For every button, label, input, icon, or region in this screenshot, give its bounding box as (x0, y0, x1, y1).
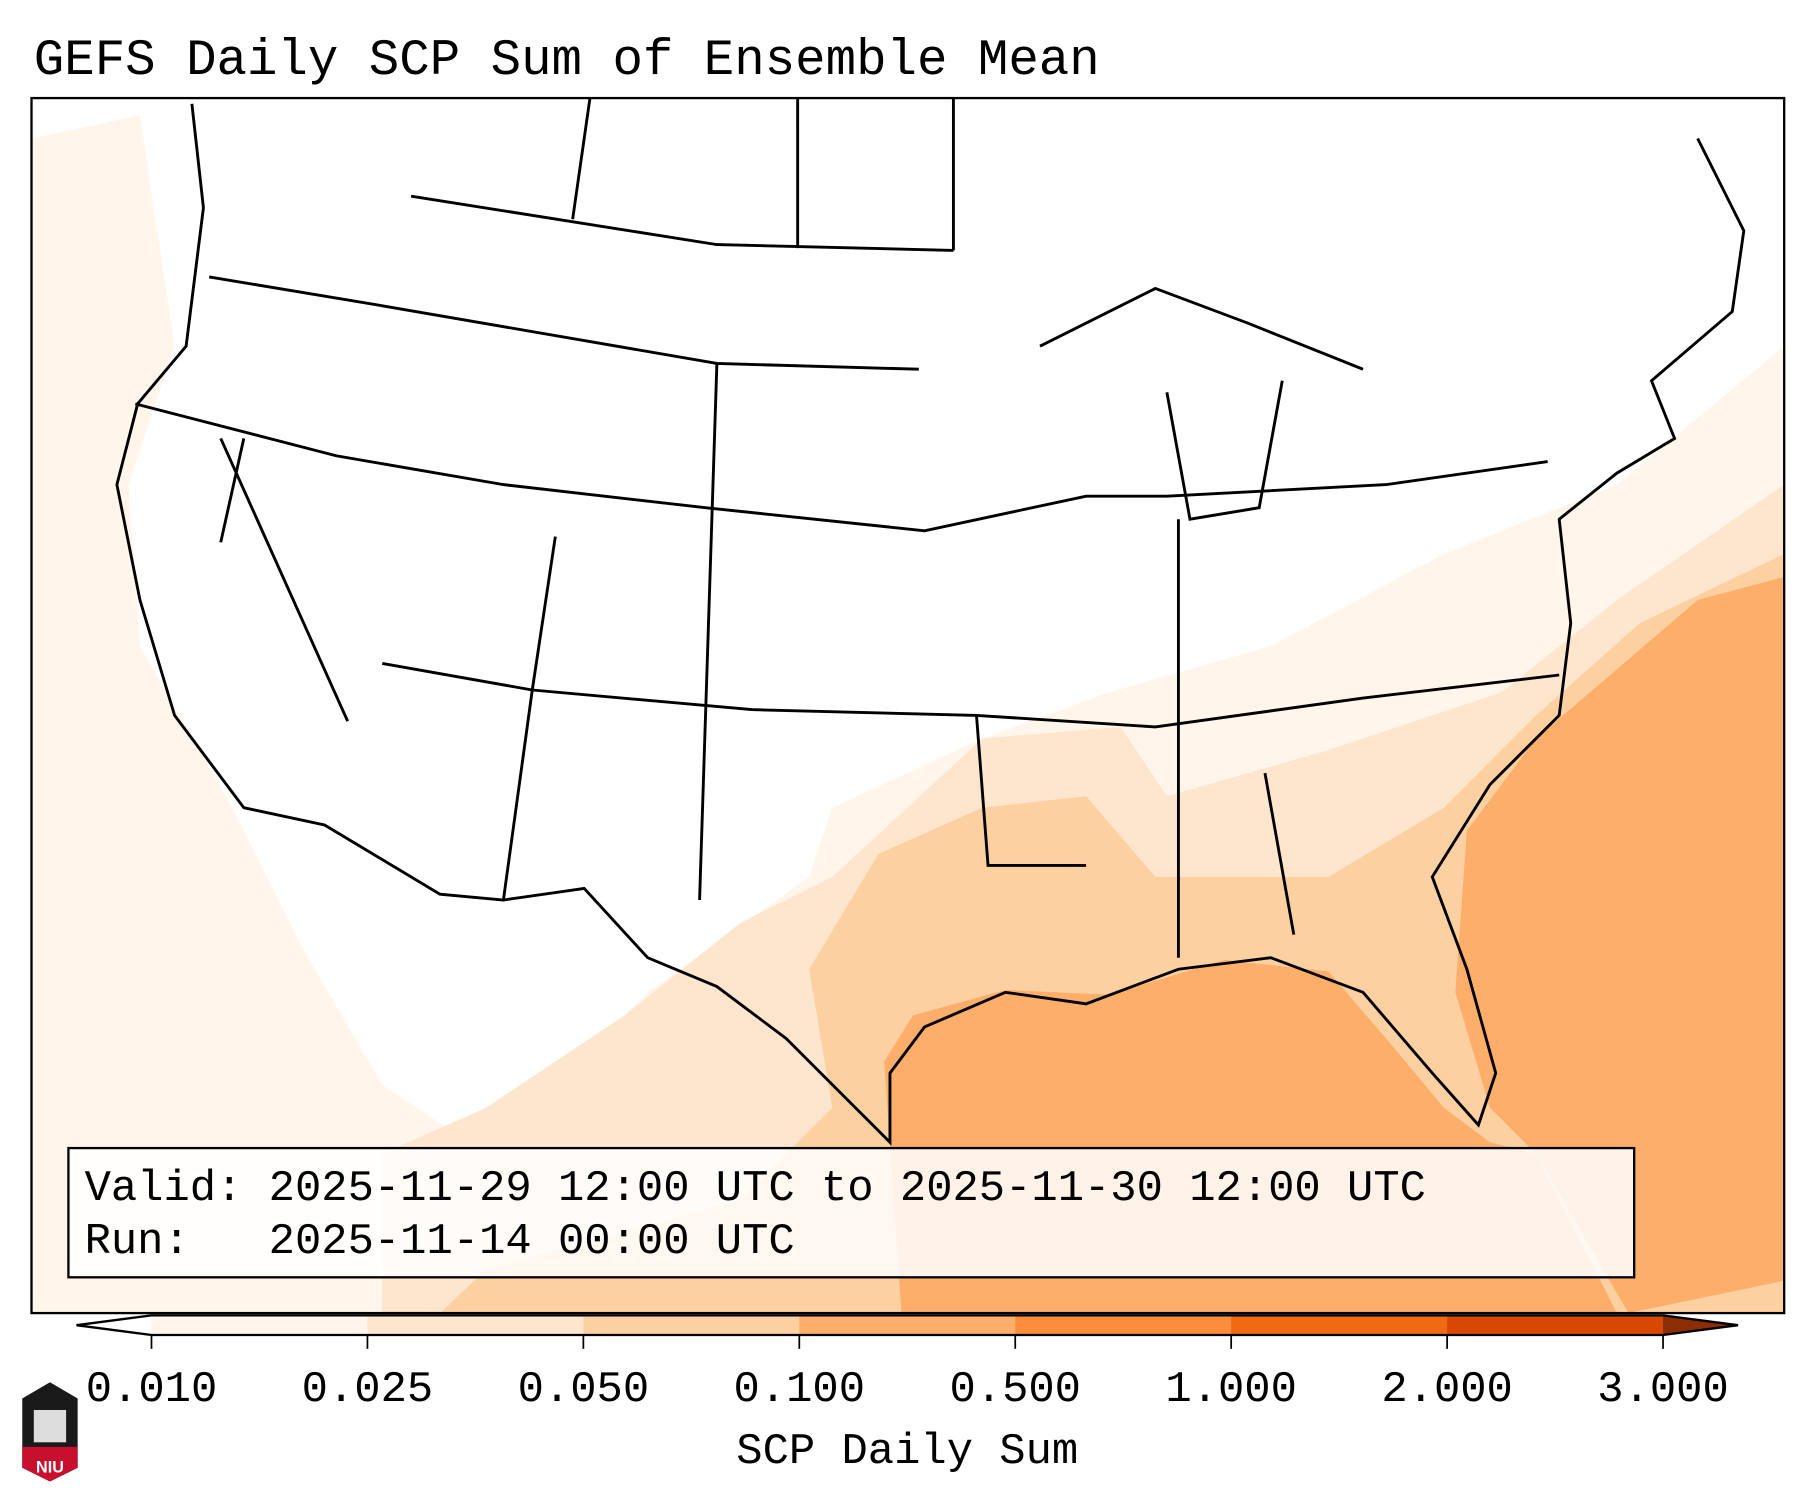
scp-area-atlantic (1455, 576, 1785, 1314)
state-boundaries (115, 98, 1746, 1146)
logo-shield-red (22, 1446, 78, 1482)
colorbar-tick-label: 2.000 (1381, 1366, 1513, 1415)
map-panel: Valid: 2025-11-29 12:00 UTC to 2025-11-3… (30, 96, 1786, 1315)
logo-text: NIU (36, 1458, 64, 1476)
colorbar-segment (583, 1315, 800, 1335)
colorbar-label: SCP Daily Sum (736, 1428, 1078, 1477)
colorbar-tick-label: 1.000 (1165, 1366, 1297, 1415)
map-frame (30, 96, 1786, 1315)
colorbar-tick-label: 0.050 (518, 1366, 650, 1415)
valid-time: Valid: 2025-11-29 12:00 UTC to 2025-11-3… (85, 1165, 1426, 1214)
niu-logo: NIU (22, 1382, 78, 1482)
colorbar-segment (1447, 1315, 1664, 1335)
colorbar-segment (1231, 1315, 1448, 1335)
colorbar-tick-label: 0.025 (302, 1366, 434, 1415)
colorbar-segment (799, 1315, 1016, 1335)
colorbar-tick-label: 0.100 (734, 1366, 866, 1415)
colorbar-segment (151, 1315, 369, 1335)
colorbar-tick-label: 3.000 (1597, 1366, 1729, 1415)
colorbar-segment (367, 1315, 584, 1335)
run-time: Run: 2025-11-14 00:00 UTC (85, 1218, 795, 1267)
figure-title: GEFS Daily SCP Sum of Ensemble Mean (34, 33, 1100, 90)
colorbar-tick-label: 0.500 (949, 1366, 1081, 1415)
colorbar-under-extension (76, 1315, 152, 1335)
colorbar-over-extension (1663, 1315, 1739, 1335)
info-box: Valid: 2025-11-29 12:00 UTC to 2025-11-3… (67, 1146, 1636, 1279)
colorbar: 0.010 0.025 0.050 0.100 0.500 1.000 2.000 3.000 (76, 1314, 1739, 1415)
colorbar-tick-label: 0.010 (86, 1366, 218, 1415)
colorbar-segment (1015, 1315, 1232, 1335)
